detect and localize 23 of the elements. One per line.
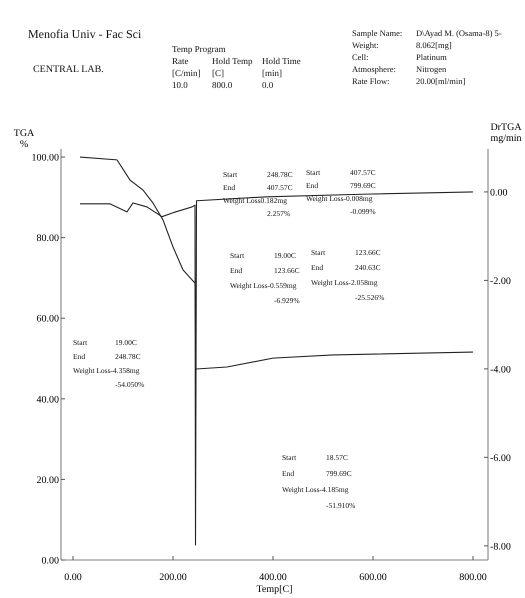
y-tick-label: 0.00: [42, 556, 59, 566]
y2-tick-label: -4.00: [490, 364, 511, 376]
x-tick-label: 800.00: [459, 572, 487, 583]
x-tick-label: 200.00: [159, 572, 187, 583]
y-tick-label: 80.00: [36, 233, 59, 244]
y-axis-title: TGA %: [14, 128, 36, 150]
chart-subtitle: CENTRAL LAB.: [33, 64, 104, 75]
x-tick-label: 0.00: [64, 572, 82, 583]
x-tick-label: 400.00: [259, 572, 287, 583]
x-axis-title: Temp[C]: [256, 584, 292, 595]
y-tick-label: 20.00: [36, 474, 59, 486]
y2-tick-label: -2.00: [490, 276, 511, 287]
y2-tick-label: -6.00: [490, 452, 511, 464]
text: Temp Program Rate Hold Temp Hold Time [C/min] [C] [min] 10.0 800.0 0.0: [172, 44, 301, 90]
y-tick-label: 100.00: [32, 152, 59, 164]
x-tick-label: 600.00: [359, 572, 387, 583]
text: Sample Name: D\Ayad M. (Osama-8) 5- Weight: 8.062[mg] Cell: Platinum Atmosphere: Nitrogen Rate Flow: 20.00[ml/min]: [352, 28, 502, 86]
y2-tick-label: 0.00: [490, 187, 508, 198]
chart-title: Menofia Univ - Fac Sci: [28, 27, 142, 41]
y-tick-label: 40.00: [36, 394, 59, 406]
y2-tick-label: -8.00: [490, 541, 511, 552]
y-tick-label: 60.00: [36, 314, 59, 325]
y2-axis-title: DrTGA mg/min: [490, 122, 522, 144]
